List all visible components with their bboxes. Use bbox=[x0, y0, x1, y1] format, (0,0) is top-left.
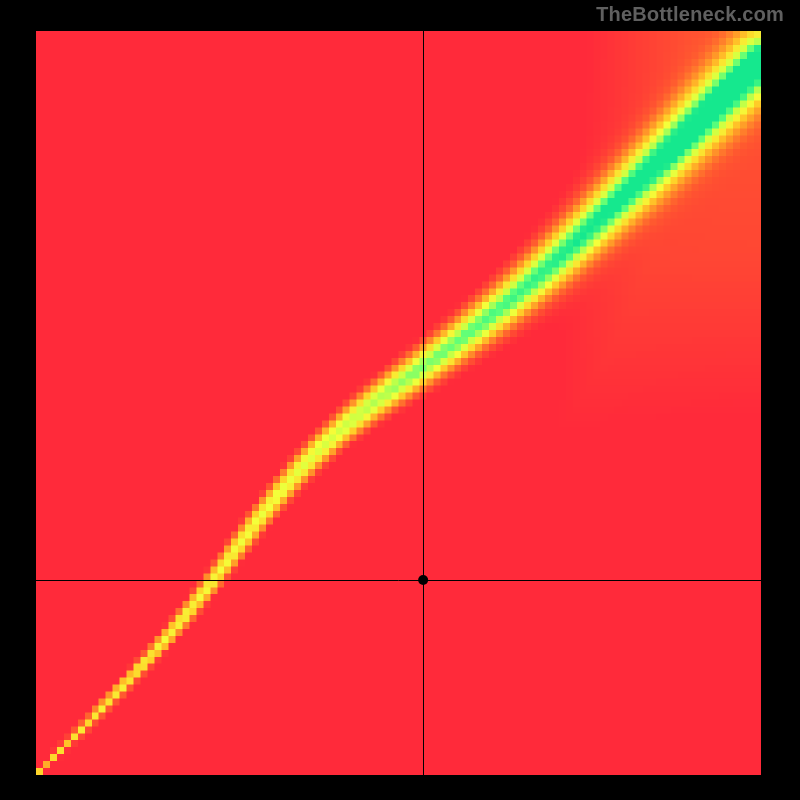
watermark-text: TheBottleneck.com bbox=[596, 4, 784, 27]
chart-container: TheBottleneck.com bbox=[0, 0, 800, 800]
overlay-canvas bbox=[36, 31, 761, 775]
